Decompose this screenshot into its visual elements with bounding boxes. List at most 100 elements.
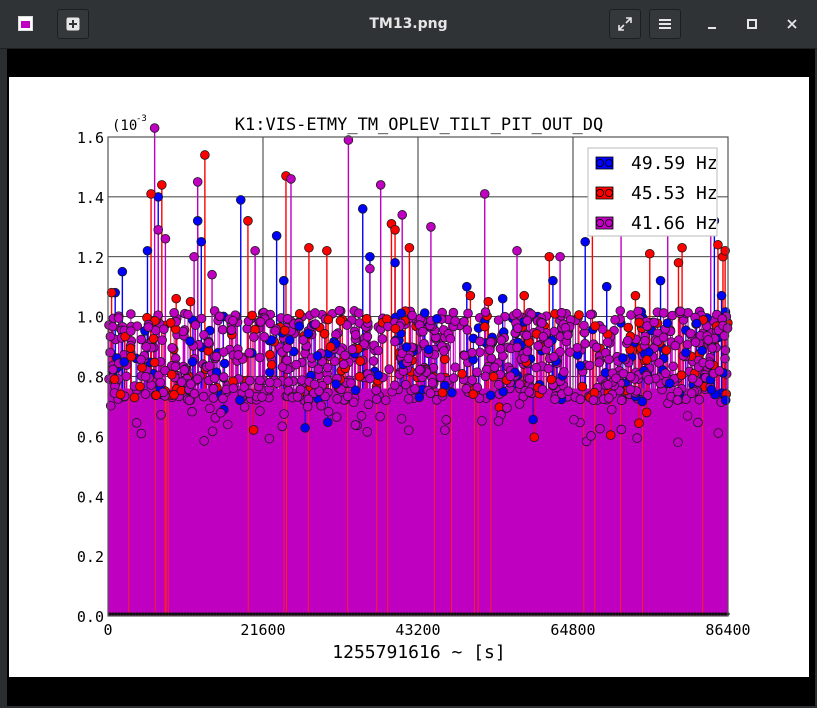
data-marker [472,382,483,393]
baseline-marker [558,612,562,616]
data-marker [574,310,584,320]
data-marker [584,360,595,371]
data-marker [279,409,289,419]
data-marker [371,394,382,404]
data-marker [512,308,522,319]
baseline-marker [321,612,325,616]
baseline-marker [159,612,163,616]
baseline-marker [456,612,460,616]
baseline-marker [114,612,118,616]
data-marker [302,401,313,412]
baseline-marker [435,612,439,616]
data-marker [423,344,434,355]
peak-marker [235,195,246,205]
baseline-marker [372,612,376,616]
data-marker [322,362,333,373]
legend-marker [605,159,614,168]
data-marker [682,339,693,350]
baseline-marker [204,612,208,616]
data-marker [694,394,705,405]
data-marker [668,361,679,372]
baseline-marker [723,612,727,616]
data-marker [259,331,270,342]
data-marker [524,387,534,397]
data-marker [415,364,425,375]
data-marker [616,424,627,435]
peak-marker [271,230,282,241]
data-marker [440,354,450,364]
data-marker [563,386,574,396]
data-marker [209,373,220,384]
baseline-marker [354,612,358,616]
legend-label: 41.66 Hz [631,213,718,234]
close-icon [787,19,797,29]
baseline-marker [393,612,397,616]
peak-marker [548,275,558,286]
minimize-button[interactable] [696,9,728,39]
close-button[interactable] [776,9,808,39]
data-marker [498,386,508,397]
baseline-marker [261,612,265,616]
data-marker [569,414,579,425]
x-tick-label: 43200 [395,621,440,639]
data-marker [331,379,341,389]
data-marker [189,388,200,399]
data-marker [265,318,275,329]
peak-marker [200,150,210,160]
data-marker [323,314,334,325]
baseline-marker [288,612,292,616]
plot-frame [107,136,729,617]
baseline-marker [420,612,424,616]
data-marker [159,324,169,335]
baseline-marker [174,612,178,616]
baseline-marker [657,612,661,616]
baseline-marker [567,612,571,616]
baseline-marker [333,612,337,616]
baseline-marker [594,612,598,616]
baseline-marker [135,612,139,616]
data-marker [244,388,255,399]
baseline-marker [270,612,274,616]
baseline-marker [615,612,619,616]
baseline-marker [300,612,304,616]
data-marker [485,345,495,355]
data-marker [537,384,548,395]
data-marker [291,359,301,370]
data-marker [298,335,309,345]
data-marker [140,371,151,382]
data-marker [461,383,472,394]
data-marker [488,371,499,382]
data-marker [640,335,650,346]
baseline-marker [330,612,334,616]
chart: K1:VIS-ETMY_TM_OPLEV_TILT_PIT_OUT_DQ (10… [77,114,751,663]
peak-marker [304,242,314,253]
fullscreen-button[interactable] [609,9,641,39]
data-marker [350,385,361,395]
baseline-marker [450,612,454,616]
baseline-marker [144,612,148,616]
data-marker [137,362,147,373]
data-marker [707,343,718,353]
data-marker [441,415,452,425]
peak-marker [365,263,375,274]
data-marker [156,410,166,420]
baseline-marker [429,612,433,616]
peak-marker [117,266,128,277]
data-marker [316,400,326,411]
data-marker [255,317,266,327]
baseline-marker [444,612,448,616]
baseline-marker [687,612,691,616]
menu-button[interactable] [649,9,681,39]
data-marker [690,337,701,348]
data-marker [643,375,654,385]
baseline-marker [534,612,538,616]
data-marker [607,404,617,415]
baseline-marker [378,612,382,616]
data-marker [493,416,504,426]
maximize-button[interactable] [736,9,768,39]
new-window-button[interactable] [57,9,89,39]
data-marker [362,427,373,437]
baseline-marker [591,612,595,616]
data-marker [418,326,428,337]
baseline-marker [405,612,409,616]
